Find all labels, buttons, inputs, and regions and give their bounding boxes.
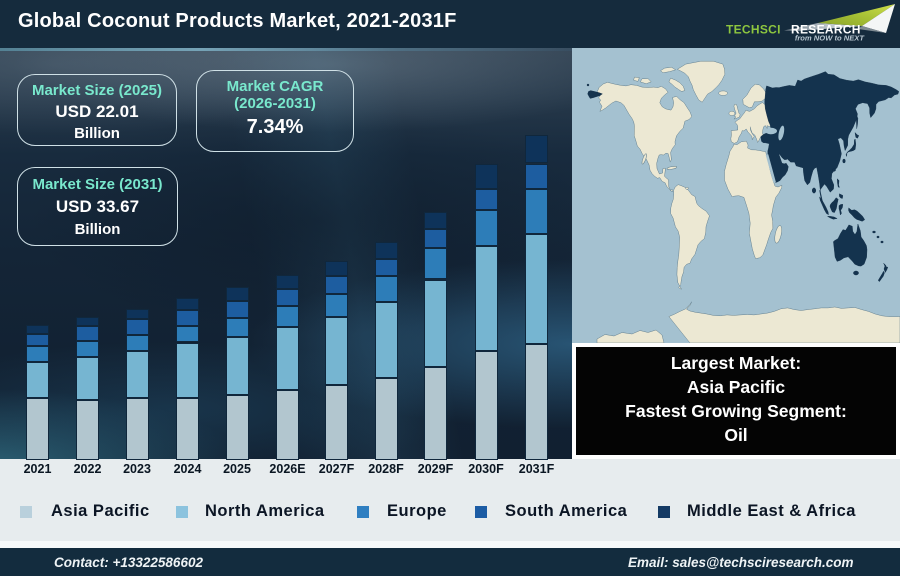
svg-text:from NOW to NEXT: from NOW to NEXT (795, 34, 866, 43)
svg-text:TECHSCI: TECHSCI (726, 23, 781, 37)
svg-text:RESEARCH: RESEARCH (791, 23, 861, 37)
